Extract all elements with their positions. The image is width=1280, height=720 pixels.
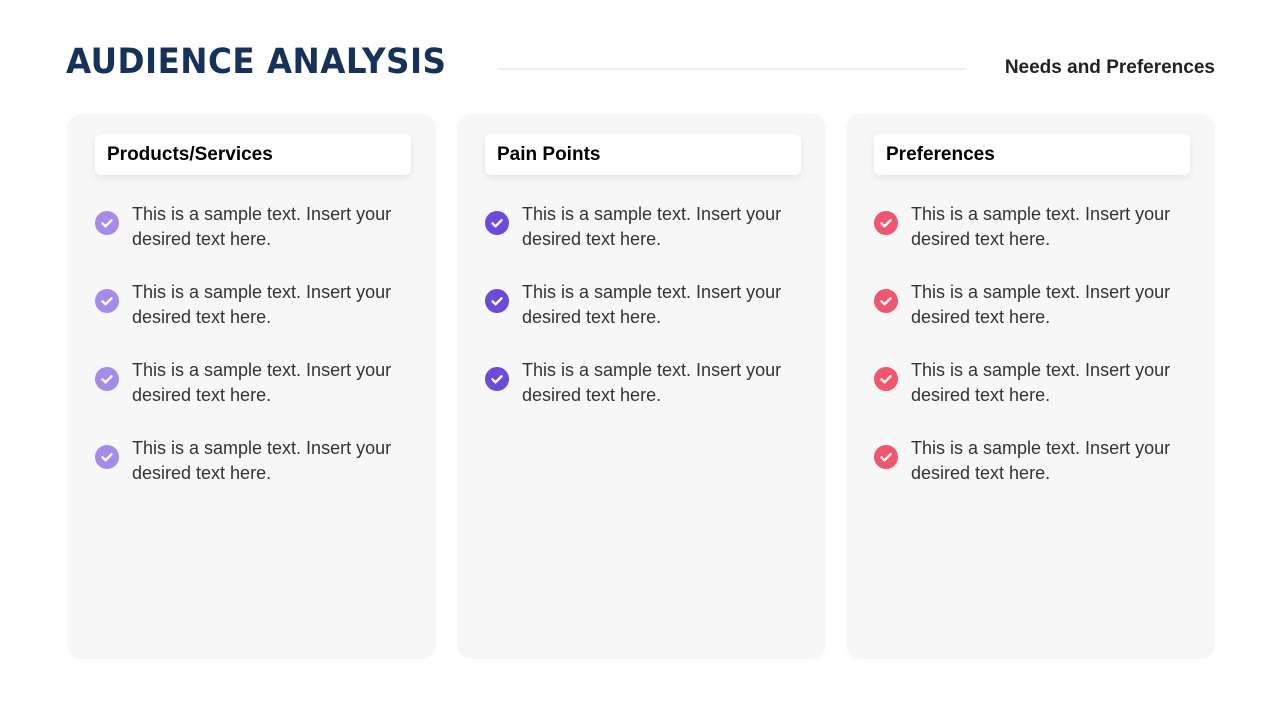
check-circle-icon <box>95 367 119 391</box>
item-text: This is a sample text. Insert your desir… <box>522 360 782 405</box>
item-text: This is a sample text. Insert your desir… <box>132 204 392 249</box>
item-text: This is a sample text. Insert your desir… <box>911 204 1171 249</box>
column-heading: Preferences <box>874 134 1190 175</box>
column-card: Products/Services This is a sample text. … <box>67 114 436 659</box>
item-text: This is a sample text. Insert your desir… <box>911 360 1171 405</box>
check-circle-icon <box>485 211 509 235</box>
column-heading: Pain Points <box>485 134 801 175</box>
item-text: This is a sample text. Insert your desir… <box>522 204 782 249</box>
divider <box>498 68 966 70</box>
item-text: This is a sample text. Insert your desir… <box>911 438 1171 483</box>
check-circle-icon <box>874 367 898 391</box>
column-card: Preferences This is a sample text. Insert… <box>846 114 1215 659</box>
item-text: This is a sample text. Insert your desir… <box>522 282 782 327</box>
page-subtitle: Needs and Preferences <box>1004 57 1215 78</box>
check-circle-icon <box>485 289 509 313</box>
check-circle-icon <box>874 289 898 313</box>
check-circle-icon <box>874 445 898 469</box>
check-circle-icon <box>95 445 119 469</box>
column-card: Pain Points This is a sample text. Insert… <box>457 114 826 659</box>
check-circle-icon <box>485 367 509 391</box>
item-text: This is a sample text. Insert your desir… <box>132 282 392 327</box>
item-text: This is a sample text. Insert your desir… <box>132 438 392 483</box>
page-title: AUDIENCE ANALYSIS <box>66 42 447 82</box>
item-text: This is a sample text. Insert your desir… <box>132 360 392 405</box>
check-circle-icon <box>874 211 898 235</box>
check-circle-icon <box>95 289 119 313</box>
column-heading: Products/Services <box>95 134 411 175</box>
item-text: This is a sample text. Insert your desir… <box>911 282 1171 327</box>
check-circle-icon <box>95 211 119 235</box>
